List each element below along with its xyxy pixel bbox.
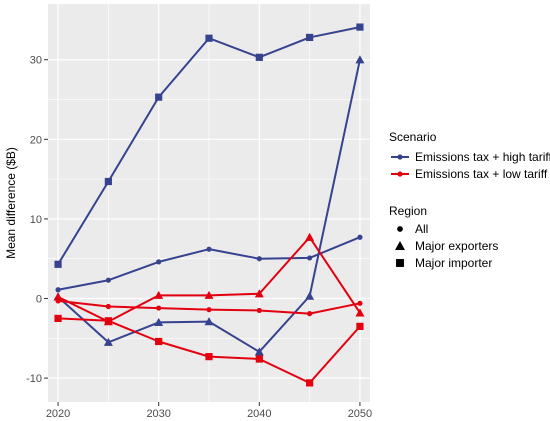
data-point [54, 260, 62, 268]
y-axis-title: Mean difference ($B) [4, 147, 18, 259]
data-point [154, 290, 164, 299]
legend-title-region: Region [389, 204, 427, 218]
data-point [54, 314, 62, 323]
y-tick-label: 30 [30, 55, 42, 67]
data-point [204, 317, 214, 326]
data-point [255, 53, 263, 61]
legend-key-shape [395, 241, 405, 250]
legend-key-shape [397, 226, 403, 232]
data-point [55, 287, 61, 293]
data-point [205, 34, 213, 42]
data-point [306, 33, 314, 42]
data-point [254, 347, 264, 356]
data-point [357, 300, 363, 306]
data-point [53, 292, 63, 301]
data-point [103, 337, 113, 346]
y-tick-label: 0 [36, 294, 42, 306]
legend-label: Major exporters [415, 239, 498, 253]
data-point [307, 311, 313, 317]
data-point [156, 259, 162, 265]
data-point [305, 291, 315, 300]
legend: Scenario Region Emissions tax + high tar… [389, 130, 550, 270]
data-point [204, 290, 214, 299]
data-point [355, 308, 365, 317]
data-point [255, 355, 263, 363]
data-point [356, 23, 364, 31]
grid [48, 4, 370, 402]
data-point [206, 246, 212, 252]
data-point [155, 93, 163, 101]
data-point [307, 255, 313, 261]
data-point [256, 307, 262, 314]
data-point [355, 55, 365, 64]
data-point [156, 305, 162, 311]
legend-key-shape [396, 259, 404, 267]
data-point [256, 256, 262, 262]
x-tick-label: 2030 [146, 408, 170, 420]
data-point [306, 379, 314, 387]
legend-label: Emissions tax + high tariff [415, 150, 550, 164]
x-tick-label: 2020 [46, 408, 70, 420]
legend-key-point [397, 171, 403, 177]
y-tick-label: -10 [26, 373, 42, 385]
series-markers [53, 23, 365, 387]
data-point [105, 277, 111, 283]
data-point [154, 317, 164, 326]
data-point [357, 234, 363, 240]
legend-key-point [397, 154, 403, 160]
legend-label: Emissions tax + low tariff [415, 167, 548, 181]
data-point [155, 337, 163, 346]
x-tick-label: 2040 [247, 408, 271, 420]
data-point [104, 177, 112, 186]
data-point [305, 232, 315, 241]
data-point [356, 322, 364, 330]
legend-label: All [415, 222, 428, 236]
y-tick-label: 20 [30, 134, 42, 146]
data-point [205, 353, 213, 361]
x-tick-label: 2050 [348, 408, 372, 420]
data-point [105, 303, 111, 310]
data-point [104, 317, 112, 325]
data-point [206, 307, 212, 313]
legend-title-scenario: Scenario [389, 130, 437, 144]
y-tick-label: 10 [30, 214, 42, 226]
data-point [254, 289, 264, 298]
legend-label: Major importer [415, 256, 492, 270]
